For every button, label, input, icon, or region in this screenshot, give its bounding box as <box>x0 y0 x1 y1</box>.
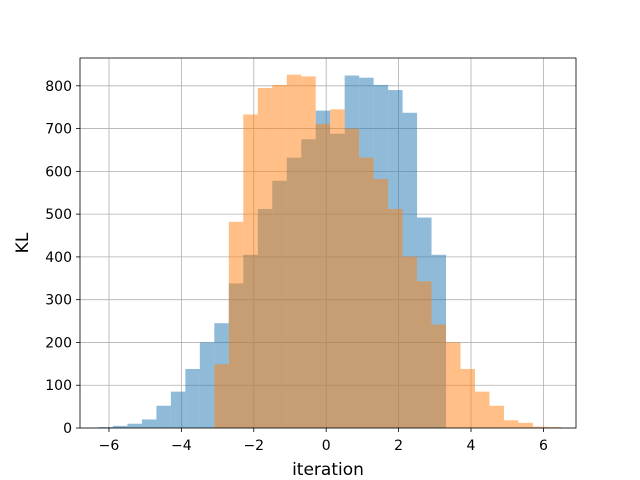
histogram-bar <box>301 76 316 428</box>
histogram-bar <box>446 342 461 428</box>
histogram-bar <box>199 342 215 428</box>
histogram-bar <box>474 391 490 428</box>
histogram-bar <box>417 281 432 428</box>
histogram-bar <box>460 368 475 428</box>
axes-frame <box>79 57 577 429</box>
histogram-bar <box>127 423 142 428</box>
histogram-bar <box>518 422 533 428</box>
histogram-bar <box>185 368 200 428</box>
x-tick-label: 4 <box>467 438 476 454</box>
y-tick-label: 100 <box>45 378 72 394</box>
histogram-bar <box>156 405 171 428</box>
x-axis-ticks: −6 −4 −2 0 2 4 6 <box>99 428 548 454</box>
histogram-bar <box>431 324 447 428</box>
histogram-bar <box>141 419 157 428</box>
histogram-bar <box>359 157 374 428</box>
y-tick-label: 500 <box>45 207 72 223</box>
x-tick-label: 0 <box>322 438 331 454</box>
histogram-bar <box>112 425 128 428</box>
histogram-bar <box>228 221 244 428</box>
x-tick-label: −4 <box>171 438 192 454</box>
histogram-bar <box>214 364 229 428</box>
histogram-bar <box>315 123 331 428</box>
x-tick-label: 2 <box>394 438 403 454</box>
y-tick-label: 400 <box>45 250 72 266</box>
x-tick-label: 6 <box>539 438 548 454</box>
histogram-bar <box>286 74 302 429</box>
bars <box>98 74 562 429</box>
y-tick-label: 800 <box>45 79 72 95</box>
histogram-bar <box>388 208 403 428</box>
histogram-bar <box>489 405 504 428</box>
histogram-bar <box>272 84 287 429</box>
y-tick-label: 300 <box>45 293 72 309</box>
series-1 <box>214 74 562 429</box>
plot-area <box>79 57 577 429</box>
histogram-bar <box>373 179 389 428</box>
x-tick-label: −6 <box>99 438 120 454</box>
histogram-bar <box>170 391 186 428</box>
y-tick-label: 200 <box>45 335 72 351</box>
y-axis-label: KL <box>13 232 33 253</box>
x-tick-label: −2 <box>243 438 264 454</box>
histogram-bar <box>532 426 548 428</box>
y-axis-ticks: 0 100 200 300 400 500 600 700 800 <box>45 79 80 437</box>
x-axis-label: iteration <box>292 460 364 480</box>
y-tick-label: 700 <box>45 122 72 138</box>
y-tick-label: 0 <box>63 421 72 437</box>
histogram-bar <box>503 420 519 428</box>
histogram-bar <box>243 114 258 428</box>
y-tick-label: 600 <box>45 164 72 180</box>
histogram-bar <box>257 87 273 428</box>
histogram-bar <box>402 256 418 428</box>
histogram-bar <box>344 128 360 428</box>
histogram-bar <box>547 427 562 428</box>
histogram-bar <box>98 427 113 428</box>
histogram-bar <box>330 109 345 429</box>
